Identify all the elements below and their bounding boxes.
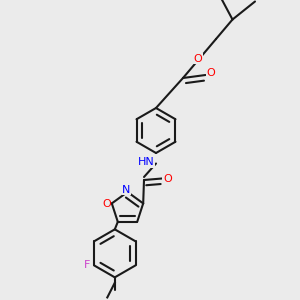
Text: O: O: [163, 173, 172, 184]
Text: O: O: [194, 53, 202, 64]
Text: HN: HN: [138, 157, 155, 167]
Text: N: N: [122, 184, 130, 195]
Text: O: O: [102, 199, 111, 209]
Text: O: O: [206, 68, 215, 79]
Text: F: F: [84, 260, 91, 270]
